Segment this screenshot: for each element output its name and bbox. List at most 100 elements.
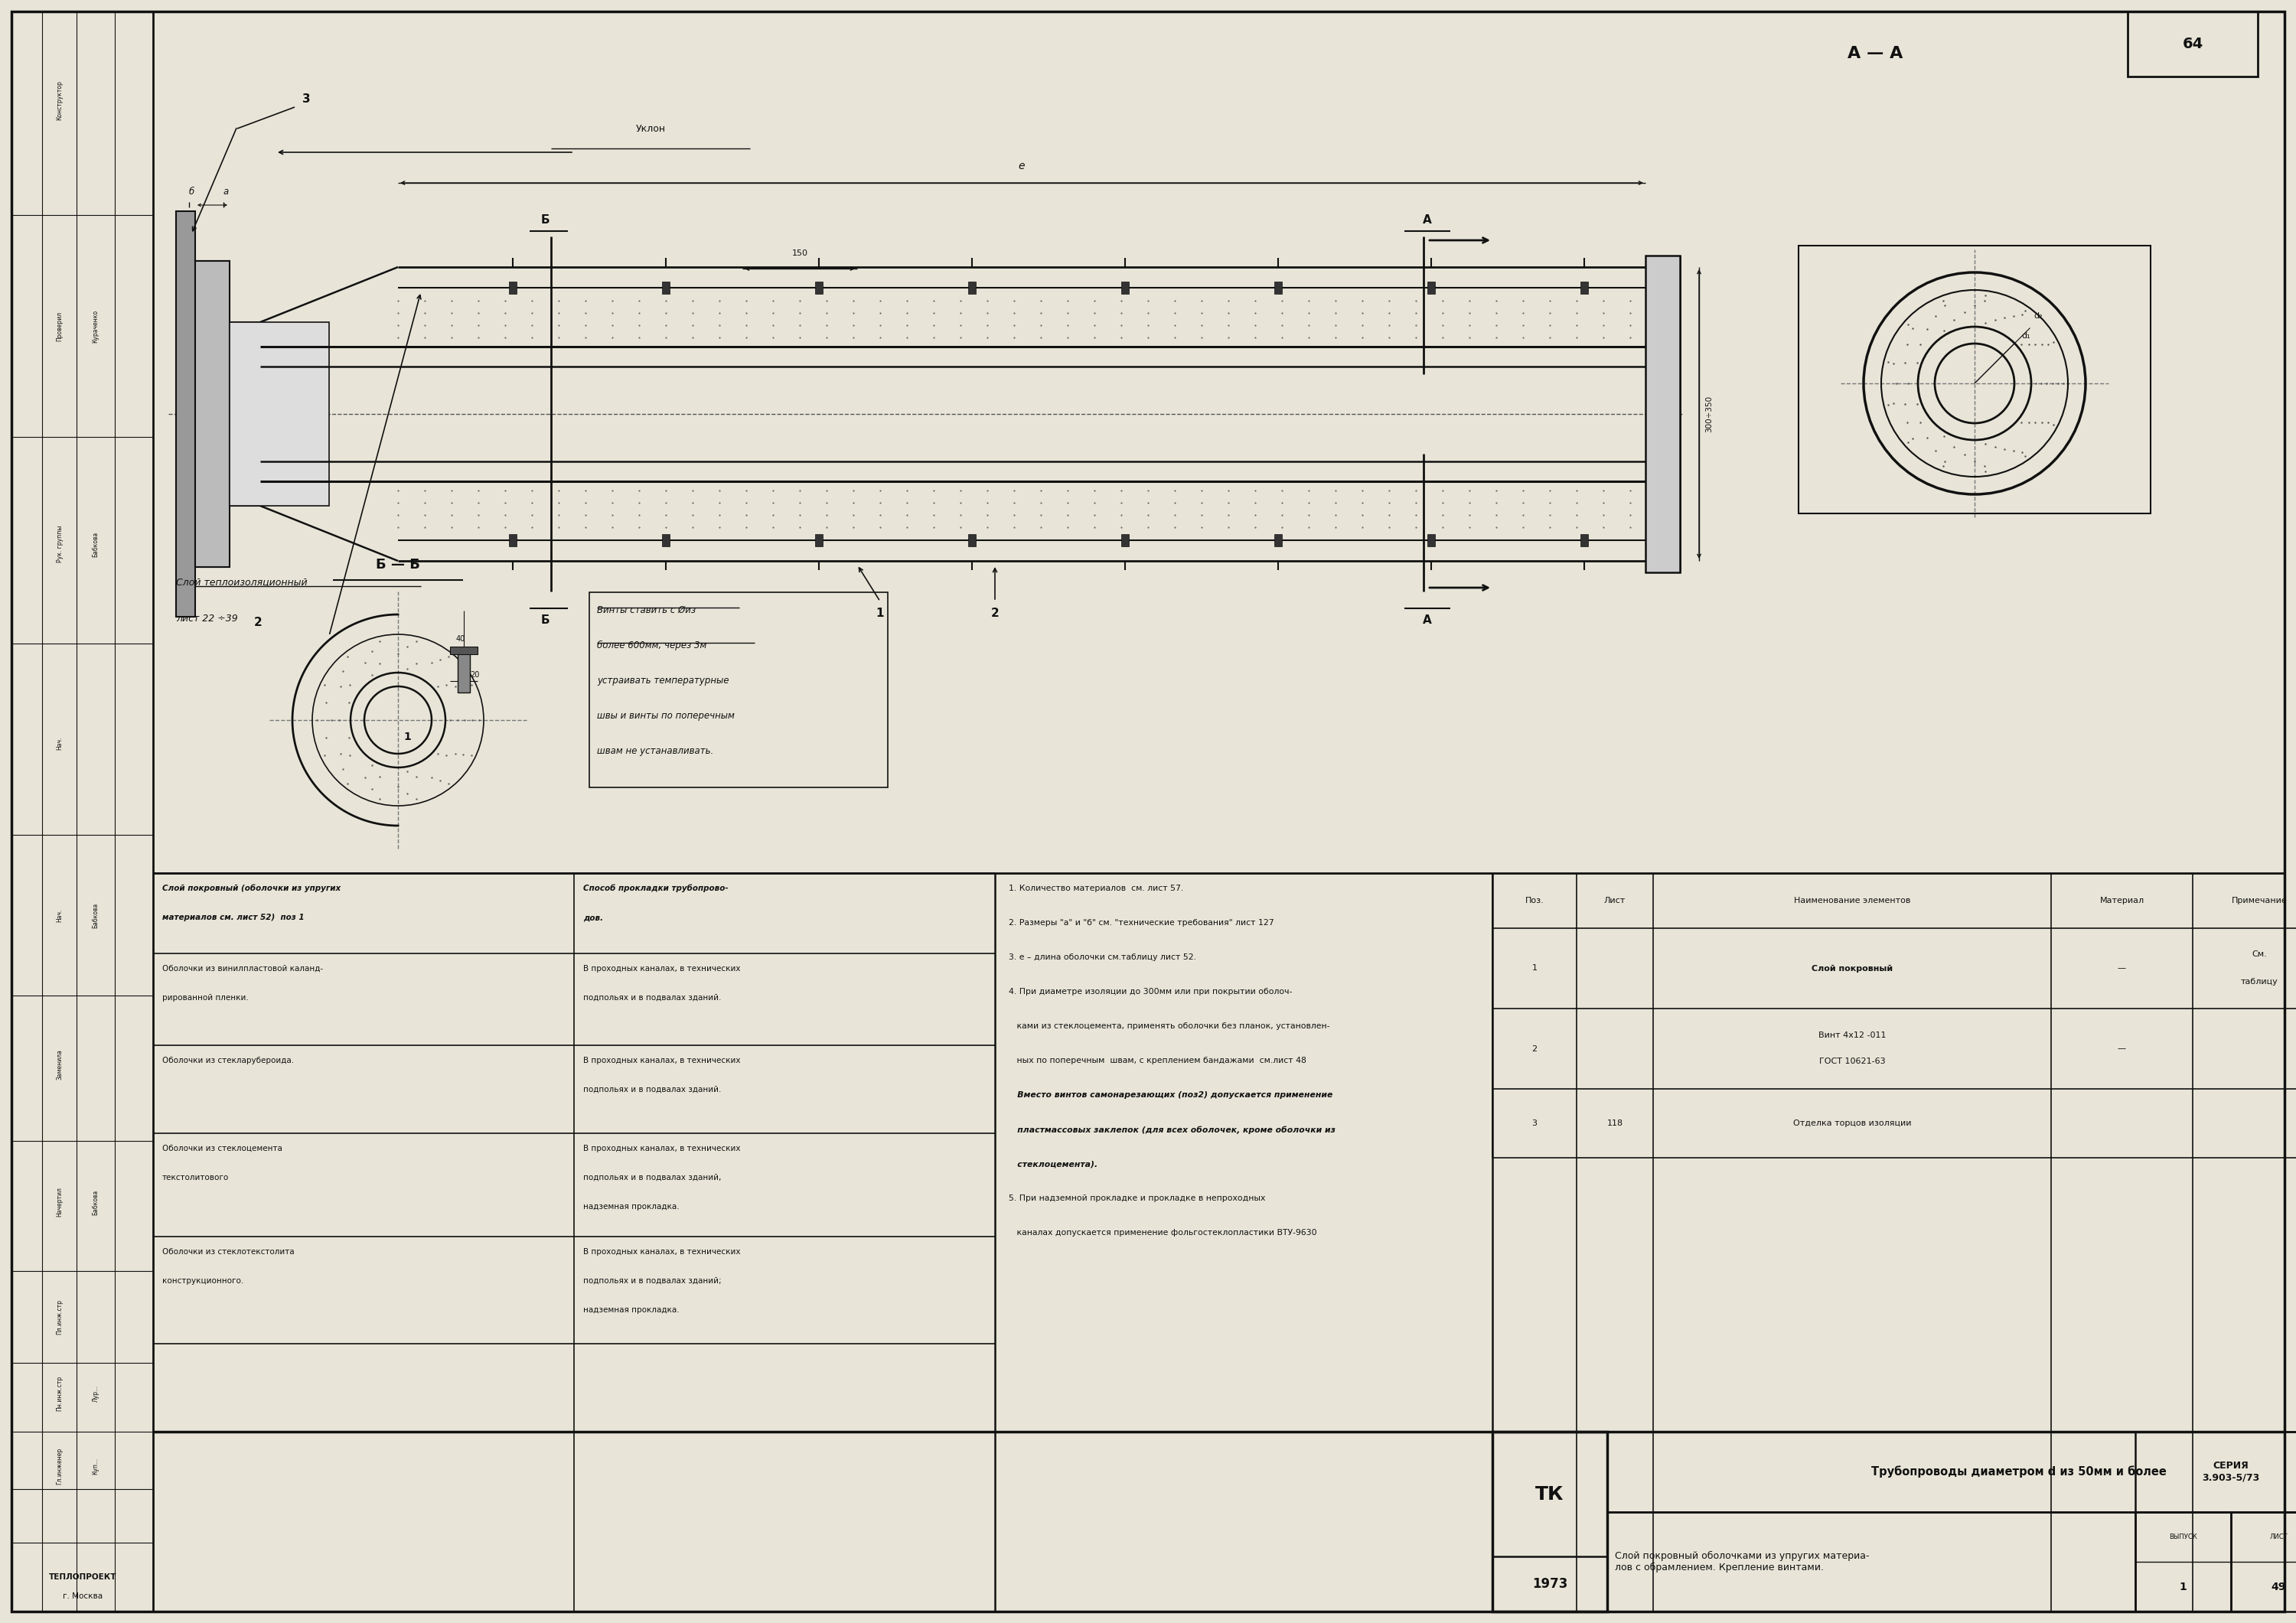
Text: Нач.: Нач. xyxy=(57,909,64,922)
Text: Конструктор: Конструктор xyxy=(57,81,64,120)
Text: Оболочки из винилпластовой каланд-: Оболочки из винилпластовой каланд- xyxy=(163,966,324,972)
Text: Винт 4х12 -011: Винт 4х12 -011 xyxy=(1818,1031,1885,1039)
Text: 2. Размеры "а" и "б" см. "технические требования" лист 127: 2. Размеры "а" и "б" см. "технические тр… xyxy=(1008,919,1274,927)
Text: надземная прокладка.: надземная прокладка. xyxy=(583,1203,680,1211)
Bar xyxy=(1580,282,1589,294)
Text: 150: 150 xyxy=(792,250,808,256)
Text: Проверил: Проверил xyxy=(57,312,64,341)
Bar xyxy=(1428,534,1435,547)
Text: Заменила: Заменила xyxy=(57,1048,64,1079)
Text: швы и винты по поперечным: швы и винты по поперечным xyxy=(597,711,735,721)
Text: таблицу: таблицу xyxy=(2241,977,2278,985)
Text: Лур...: Лур... xyxy=(92,1384,99,1402)
Text: надземная прокладка.: надземная прокладка. xyxy=(583,1307,680,1315)
Bar xyxy=(815,534,822,547)
Text: 300÷350: 300÷350 xyxy=(1706,396,1713,432)
Text: 3. е – длина оболочки см.таблицу лист 52.: 3. е – длина оболочки см.таблицу лист 52… xyxy=(1008,953,1196,961)
Text: Слой покровный (оболочки из упругих: Слой покровный (оболочки из упругих xyxy=(163,885,340,893)
Text: Слой покровный оболочками из упругих материа-
лов с обрамлением. Крепление винта: Слой покровный оболочками из упругих мат… xyxy=(1614,1552,1869,1573)
Bar xyxy=(177,211,195,617)
Text: лист 22 ÷39: лист 22 ÷39 xyxy=(177,613,239,623)
Text: ЛИСТ: ЛИСТ xyxy=(2271,1534,2287,1540)
Text: —: — xyxy=(2117,964,2126,972)
Text: Бабкова: Бабкова xyxy=(92,902,99,928)
Text: Оболочки из стекларубероида.: Оболочки из стекларубероида. xyxy=(163,1057,294,1065)
Text: ТК: ТК xyxy=(1536,1485,1564,1503)
Bar xyxy=(2128,11,2257,76)
Bar xyxy=(450,646,478,654)
Text: 2: 2 xyxy=(1531,1045,1538,1053)
Text: 1: 1 xyxy=(2179,1581,2186,1592)
Text: б: б xyxy=(188,187,195,196)
Text: 1: 1 xyxy=(877,607,884,618)
Bar xyxy=(969,282,976,294)
Text: Наименование элементов: Наименование элементов xyxy=(1793,898,1910,904)
Text: Пн.инж.стр: Пн.инж.стр xyxy=(57,1376,64,1410)
Text: Поз.: Поз. xyxy=(1525,898,1543,904)
Bar xyxy=(661,534,670,547)
Text: пластмассовых заклепок (для всех оболочек, кроме оболочки из: пластмассовых заклепок (для всех оболоче… xyxy=(1008,1126,1336,1133)
Text: В проходных каналах, в технических: В проходных каналах, в технических xyxy=(583,966,739,972)
Text: г. Москва: г. Москва xyxy=(62,1592,103,1600)
Bar xyxy=(1580,534,1589,547)
Text: Начертил: Начертил xyxy=(57,1188,64,1217)
Text: 20: 20 xyxy=(471,670,480,678)
Text: ками из стеклоцемента, применять оболочки без планок, установлен-: ками из стеклоцемента, применять оболочк… xyxy=(1008,1022,1329,1031)
Text: А — А: А — А xyxy=(1848,45,1903,62)
Text: Оболочки из стеклоцемента: Оболочки из стеклоцемента xyxy=(163,1144,282,1152)
Bar xyxy=(2232,1513,2296,1612)
Text: Куп...: Куп... xyxy=(92,1457,99,1475)
Text: В проходных каналах, в технических: В проходных каналах, в технических xyxy=(583,1248,739,1256)
Text: 1. Количество материалов  см. лист 57.: 1. Количество материалов см. лист 57. xyxy=(1008,885,1182,893)
Text: текстолитового: текстолитового xyxy=(163,1173,230,1182)
Text: подпольях и в подвалах зданий.: подпольях и в подвалах зданий. xyxy=(583,993,721,1001)
Text: более 600мм, через 3м: более 600мм, через 3м xyxy=(597,641,707,651)
Circle shape xyxy=(1857,266,2092,500)
Text: 2: 2 xyxy=(255,617,262,628)
Text: СЕРИЯ
3.903-5/73: СЕРИЯ 3.903-5/73 xyxy=(2202,1461,2259,1482)
Text: Пл.инж.стр: Пл.инж.стр xyxy=(57,1300,64,1334)
Text: Примечание: Примечание xyxy=(2232,898,2287,904)
Bar xyxy=(2135,1431,2296,1513)
Text: Кураченко: Кураченко xyxy=(92,310,99,342)
Bar xyxy=(1274,282,1281,294)
Text: Оболочки из стеклотекстолита: Оболочки из стеклотекстолита xyxy=(163,1248,294,1256)
Bar xyxy=(661,282,670,294)
Text: Лист: Лист xyxy=(1605,898,1626,904)
Text: 1973: 1973 xyxy=(1531,1578,1568,1591)
Bar xyxy=(230,321,259,506)
Text: а: а xyxy=(223,187,230,196)
Text: 49: 49 xyxy=(2271,1581,2287,1592)
Text: Бабкова: Бабкова xyxy=(92,531,99,557)
Bar xyxy=(815,282,822,294)
Bar xyxy=(969,534,976,547)
Bar xyxy=(2135,1513,2232,1612)
Text: 118: 118 xyxy=(1607,1120,1623,1126)
Text: А: А xyxy=(1424,615,1433,626)
Bar xyxy=(1274,534,1281,547)
Bar xyxy=(1646,255,1681,573)
Text: ТЕПЛОПРОЕКТ: ТЕПЛОПРОЕКТ xyxy=(48,1573,117,1581)
Bar xyxy=(457,651,471,693)
Text: ных по поперечным  швам, с креплением бандажами  см.лист 48: ных по поперечным швам, с креплением бан… xyxy=(1008,1057,1306,1065)
Text: Уклон: Уклон xyxy=(636,125,666,135)
Text: Б: Б xyxy=(540,214,549,226)
Text: 5. При надземной прокладке и прокладке в непроходных: 5. При надземной прокладке и прокладке в… xyxy=(1008,1195,1265,1203)
Text: 4. При диаметре изоляции до 300мм или при покрытии оболоч-: 4. При диаметре изоляции до 300мм или пр… xyxy=(1008,988,1293,995)
Bar xyxy=(195,261,230,566)
Bar xyxy=(510,534,517,547)
Text: подпольях и в подвалах зданий,: подпольях и в подвалах зданий, xyxy=(583,1173,721,1182)
Bar xyxy=(1607,1513,2135,1612)
Text: каналах допускается применение фольгостеклопластики ВТУ-9630: каналах допускается применение фольгосте… xyxy=(1008,1229,1318,1237)
Bar xyxy=(1120,534,1130,547)
Text: 3: 3 xyxy=(303,94,310,105)
Text: Бабкова: Бабкова xyxy=(92,1190,99,1216)
Text: устраивать температурные: устраивать температурные xyxy=(597,675,730,685)
Text: Б: Б xyxy=(540,615,549,626)
Text: —: — xyxy=(2117,1045,2126,1053)
Text: См.: См. xyxy=(2252,951,2266,959)
Bar xyxy=(1120,282,1130,294)
Text: Способ прокладки трубопрово-: Способ прокладки трубопрово- xyxy=(583,885,728,893)
Text: В проходных каналах, в технических: В проходных каналах, в технических xyxy=(583,1144,739,1152)
Text: ГОСТ 10621-63: ГОСТ 10621-63 xyxy=(1818,1058,1885,1066)
